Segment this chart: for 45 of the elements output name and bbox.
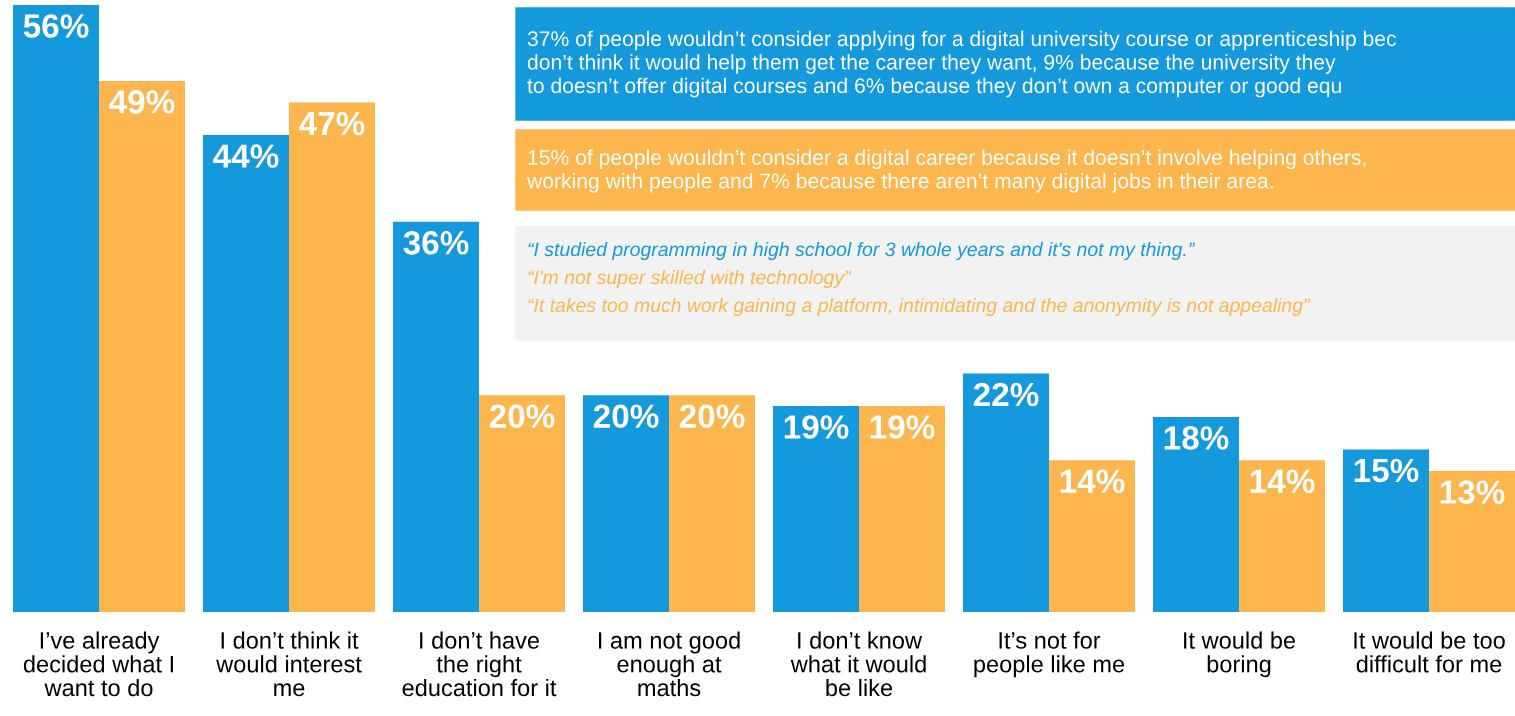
data-label: 13%: [1440, 480, 1505, 504]
bar: [13, 5, 99, 612]
bar: [859, 406, 945, 612]
bar: [203, 135, 289, 612]
bar: [1049, 460, 1135, 612]
x-tick-label: It would be boring: [1184, 631, 1296, 678]
data-label: 47%: [299, 111, 365, 136]
bar: [583, 395, 669, 612]
data-label: 20%: [679, 404, 745, 429]
bar: [669, 395, 755, 612]
data-label: 22%: [973, 382, 1039, 407]
bar: [289, 102, 375, 612]
bar: [99, 80, 185, 612]
data-label: 56%: [23, 14, 89, 38]
bar: [1343, 449, 1429, 612]
bar: [1153, 416, 1239, 612]
data-label: 20%: [489, 404, 555, 429]
bar: [963, 373, 1049, 612]
data-label: 19%: [784, 415, 849, 439]
annotation: 15% of people wouldn’t consider a digital career because it doesn’t involve helping others, working with people and 7% because there aren’t many digital jobs in their area.: [526, 149, 1366, 193]
annotation: 37% of people wouldn’t consider applying for a digital university course or apprenticeship bec don’t think it would help them get the career they want, 9% because the university they to doesn’t offer digital courses and 6% because they don’t own a computer or good equ: [527, 30, 1397, 98]
bar: [393, 221, 479, 612]
x-tick-label: It’s not for people like me: [974, 631, 1125, 678]
data-label: 49%: [109, 90, 175, 114]
bar: [479, 395, 565, 612]
x-tick-label: I don’t know what it would be like: [790, 631, 926, 697]
annotation: “I studied programming in high school for 3 whole years and it's not my thing.”: [528, 241, 1196, 261]
bar: [1429, 471, 1515, 612]
data-label: 14%: [1250, 469, 1315, 493]
x-tick-label: I don’t think it would interest me: [216, 631, 362, 697]
annotation: “It takes too much work gaining a platform, intimidating and the anonymity is not appealing”: [528, 297, 1311, 317]
x-tick-label: I’ve already decided what I want to do: [23, 631, 173, 697]
annotation: “I'm not super skilled with technology”: [528, 269, 852, 289]
x-tick-label: It would be too difficult for me: [1354, 631, 1505, 673]
x-tick-label: I am not good enough at maths: [598, 631, 740, 697]
data-label: 14%: [1060, 469, 1125, 493]
data-label: 19%: [870, 415, 935, 439]
bar: [1239, 460, 1325, 612]
data-label: 36%: [403, 231, 469, 255]
data-label: 15%: [1354, 458, 1419, 483]
data-label: 20%: [593, 404, 659, 429]
x-tick-label: I don’t have the right education for it: [402, 631, 557, 697]
data-label: 44%: [213, 144, 279, 168]
data-label: 18%: [1164, 426, 1229, 450]
bar: [773, 406, 859, 612]
